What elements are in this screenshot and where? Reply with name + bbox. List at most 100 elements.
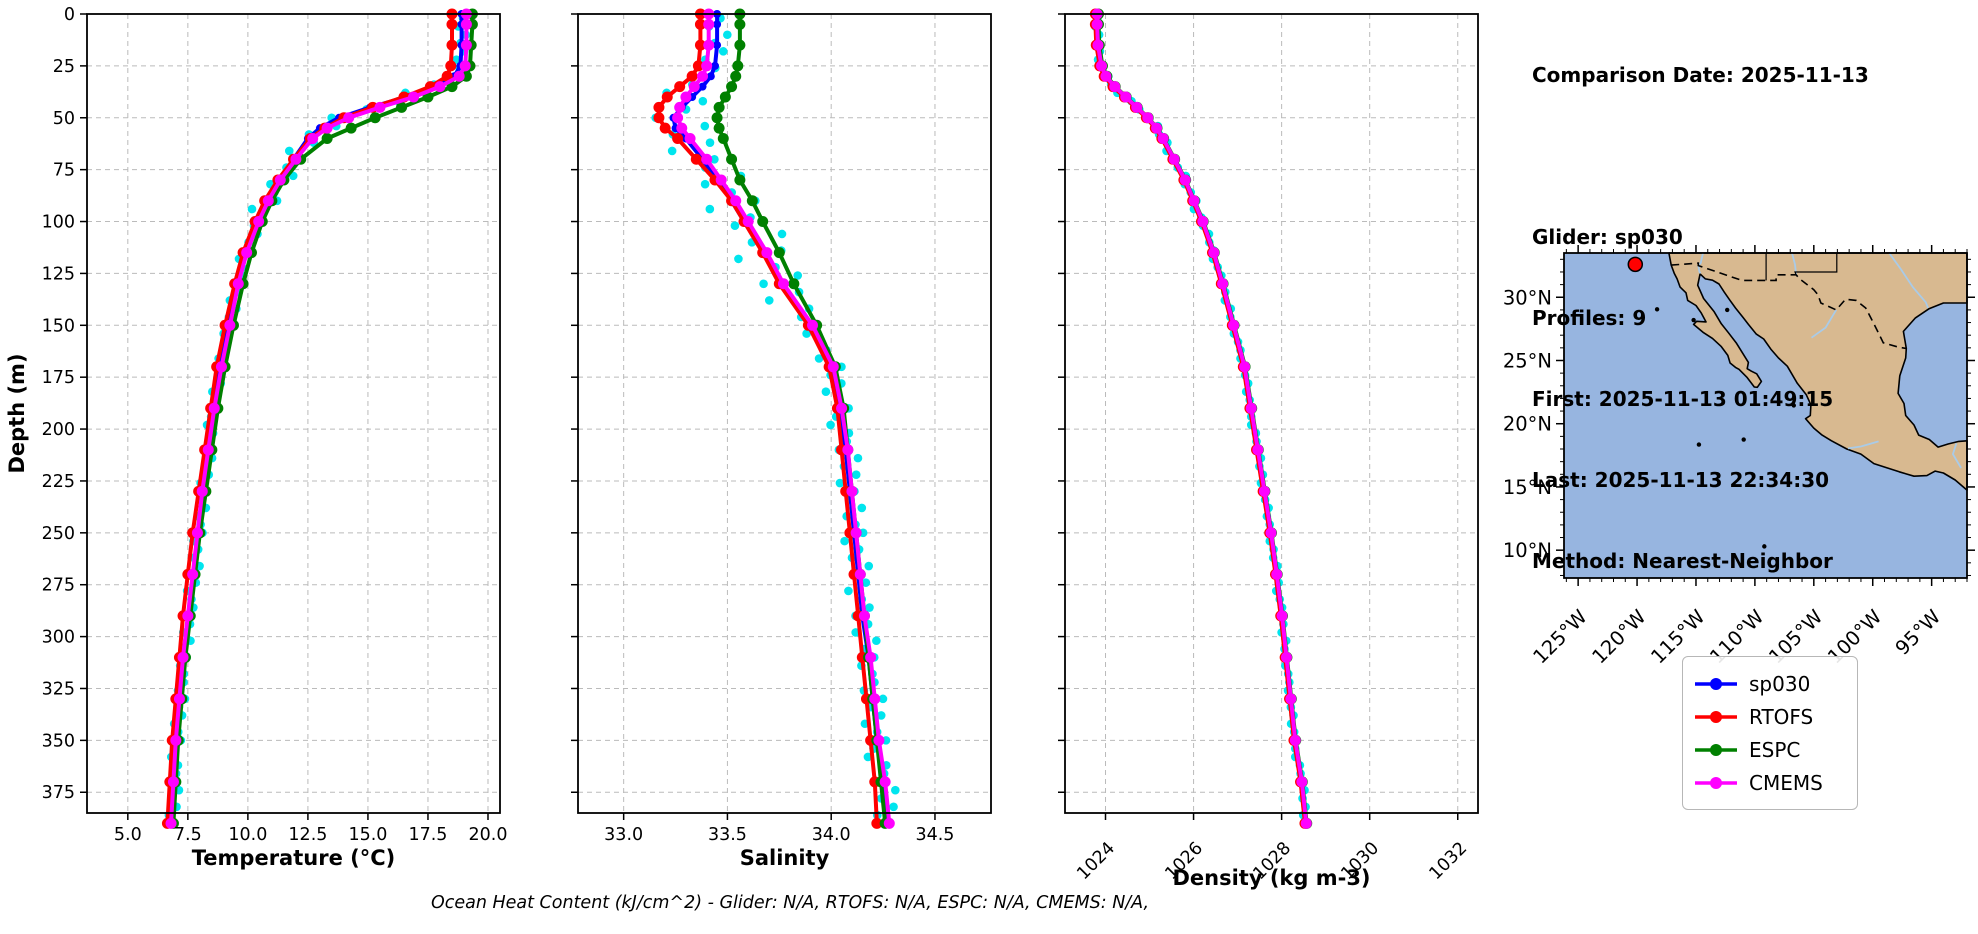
map-lat-tick-label: 10°N <box>1503 539 1552 562</box>
map-state-border <box>1794 253 1838 276</box>
legend-swatch-line-dot-icon <box>1695 743 1737 756</box>
salinity-series-marker-RTOFS <box>653 112 665 124</box>
salinity-series-marker-CMEMS <box>807 319 819 331</box>
salinity-series-marker-CMEMS <box>688 81 700 93</box>
temperature-x-tick-label: 17.5 <box>408 825 447 845</box>
salinity-raw-scatter-point <box>814 354 824 363</box>
temperature-y-tick-label: 200 <box>42 420 75 440</box>
salinity-series-marker-CMEMS <box>684 133 696 145</box>
density-series-marker-CMEMS <box>1271 568 1283 580</box>
salinity-series-marker-CMEMS <box>701 60 713 72</box>
temperature-series-marker-CMEMS <box>460 39 472 51</box>
temperature-x-axis-label: Temperature (°C) <box>192 846 395 870</box>
temperature-x-tick-label: 15.0 <box>348 825 387 845</box>
salinity-raw-scatter-point <box>705 138 715 147</box>
temperature-raw-scatter-point <box>284 146 294 156</box>
temperature-x-tick-label: 5.0 <box>114 825 142 845</box>
temperature-series-marker-CMEMS <box>182 610 194 622</box>
density-series-marker-CMEMS <box>1239 361 1251 373</box>
salinity-raw-scatter-point <box>764 296 774 305</box>
salinity-series-marker-CMEMS <box>701 153 713 165</box>
temperature-series-marker-CMEMS <box>290 153 302 165</box>
temperature-y-tick-label: 175 <box>42 368 75 388</box>
salinity-raw-scatter-point <box>821 387 831 397</box>
salinity-raw-scatter-point <box>844 586 853 596</box>
salinity-series-marker-CMEMS <box>846 485 858 497</box>
density-series-marker-CMEMS <box>1228 319 1240 331</box>
map-island <box>1741 437 1746 442</box>
salinity-raw-scatter-point <box>864 561 874 571</box>
temperature-series-marker-CMEMS <box>453 70 465 82</box>
density-series-marker-CMEMS <box>1217 278 1229 290</box>
salinity-raw-scatter-point <box>891 785 900 795</box>
map-lat-tick-label: 25°N <box>1503 349 1552 372</box>
salinity-raw-scatter-point <box>698 96 708 106</box>
temperature-series-marker-CMEMS <box>460 18 472 30</box>
salinity-series-marker-CMEMS <box>672 112 684 124</box>
density-series-marker-CMEMS <box>1300 817 1312 829</box>
comparison-date-text: Comparison Date: 2025-11-13 <box>1532 63 1869 87</box>
salinity-series-marker-RTOFS <box>694 39 706 51</box>
salinity-raw-scatter-point <box>667 146 677 156</box>
temperature-series-marker-CMEMS <box>202 444 214 456</box>
legend-item-cmems: CMEMS <box>1693 766 1845 799</box>
salinity-raw-scatter-point <box>865 603 874 612</box>
density-series-marker-CMEMS <box>1188 195 1200 207</box>
map-frame <box>1563 252 1968 579</box>
temperature-series-marker-RTOFS <box>446 39 458 51</box>
method-text: Method: Nearest-Neighbor <box>1532 549 1833 573</box>
density-series-marker-CMEMS <box>1289 734 1301 746</box>
temperature-series-marker-CMEMS <box>170 734 182 746</box>
temperature-series-marker-CMEMS <box>215 361 227 373</box>
temperature-series-marker-CMEMS <box>232 278 244 290</box>
temperature-series-marker-CMEMS <box>434 81 446 93</box>
temperature-series-marker-CMEMS <box>274 174 286 186</box>
legend-item-rtofs: RTOFS <box>1693 700 1845 733</box>
salinity-raw-scatter-point <box>802 329 811 338</box>
salinity-series-marker-RTOFS <box>674 81 686 93</box>
info-spacer <box>1532 143 1869 170</box>
temperature-y-tick-label: 150 <box>42 316 75 336</box>
temperature-series-marker-CMEMS <box>321 122 333 134</box>
map-island <box>1725 307 1730 313</box>
salinity-series-marker-sp030 <box>710 61 719 70</box>
temperature-series-marker-CMEMS <box>374 101 386 113</box>
salinity-series-marker-CMEMS <box>836 402 848 414</box>
salinity-raw-scatter-point <box>759 279 768 289</box>
salinity-x-tick-label: 34.0 <box>812 825 851 845</box>
salinity-raw-scatter-point <box>700 121 710 131</box>
salinity-series-marker-sp030 <box>713 41 722 50</box>
density-series-marker-CMEMS <box>1179 174 1191 186</box>
temperature-series-marker-CMEMS <box>343 112 355 124</box>
temperature-x-tick-label: 12.5 <box>288 825 327 845</box>
salinity-series-marker-sp030 <box>698 82 707 91</box>
salinity-series-marker-CMEMS <box>715 174 727 186</box>
salinity-series-line-sp030 <box>671 14 890 824</box>
temperature-series-marker-ESPC <box>321 133 333 145</box>
legend-label-espc: ESPC <box>1749 737 1801 762</box>
temperature-y-tick-label: 125 <box>42 264 75 284</box>
salinity-series-marker-ESPC <box>757 216 769 228</box>
density-x-axis-label: Density (kg m-3) <box>1172 866 1370 890</box>
temperature-series-marker-RTOFS <box>446 18 458 30</box>
map-river <box>1951 443 1962 469</box>
salinity-series-marker-RTOFS <box>690 153 702 165</box>
salinity-series-marker-CMEMS <box>879 776 891 788</box>
temperature-y-tick-label: 0 <box>64 5 75 25</box>
salinity-series-marker-CMEMS <box>873 734 885 746</box>
salinity-raw-scatter-point <box>705 204 715 214</box>
temperature-y-tick-label: 75 <box>53 161 75 181</box>
salinity-series-marker-ESPC <box>713 101 725 113</box>
density-series-marker-CMEMS <box>1091 18 1103 30</box>
map-island <box>1696 442 1702 447</box>
salinity-raw-scatter-point <box>730 221 740 230</box>
salinity-series-marker-CMEMS <box>676 122 688 134</box>
density-series-marker-CMEMS <box>1258 485 1270 497</box>
salinity-raw-scatter-point <box>734 254 743 264</box>
temperature-y-tick-label: 25 <box>53 57 75 77</box>
salinity-raw-scatter-point <box>840 536 849 546</box>
temperature-y-tick-label: 375 <box>42 783 75 803</box>
temperature-series-marker-CMEMS <box>196 485 208 497</box>
temperature-y-tick-label: 350 <box>42 731 75 751</box>
